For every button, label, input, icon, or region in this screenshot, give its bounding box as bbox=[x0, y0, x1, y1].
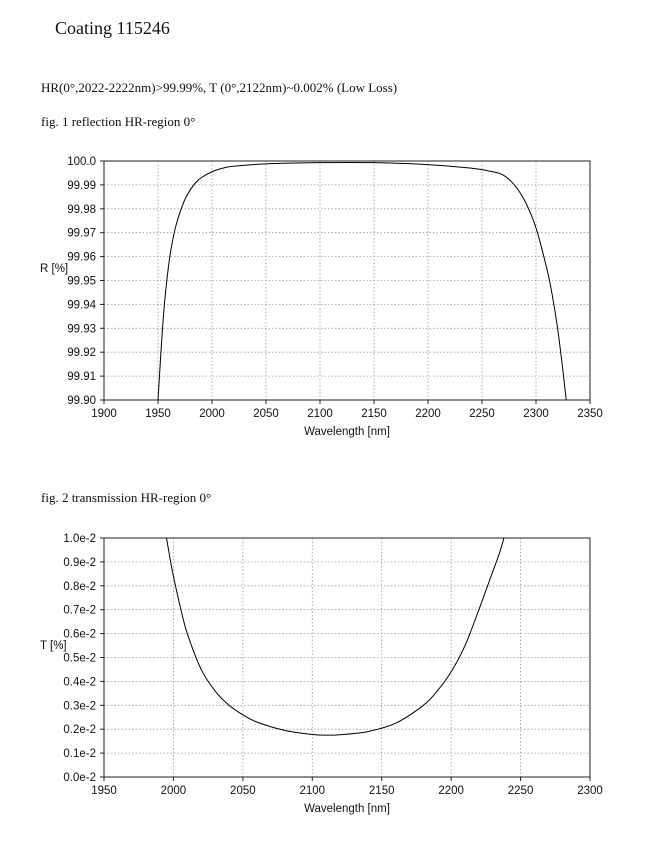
y-tick-label: 1.0e-2 bbox=[63, 533, 96, 545]
x-tick-label: 2150 bbox=[361, 408, 387, 420]
x-tick-label: 2050 bbox=[230, 785, 256, 797]
y-tick-label: 100.0 bbox=[67, 156, 96, 168]
x-tick-label: 2000 bbox=[161, 785, 187, 797]
y-tick-label: 0.7e-2 bbox=[63, 605, 96, 617]
x-tick-label: 2300 bbox=[577, 785, 603, 797]
x-tick-label: 2200 bbox=[415, 408, 441, 420]
coating-spec: HR(0°,2022-2222nm)>99.99%, T (0°,2122nm)… bbox=[41, 80, 398, 95]
y-tick-label: 99.90 bbox=[67, 395, 96, 407]
y-tick-label: 0.8e-2 bbox=[63, 581, 96, 593]
y-tick-label: 0.2e-2 bbox=[63, 724, 96, 736]
figure-1-caption: fig. 1 reflection HR-region 0° bbox=[41, 114, 196, 129]
x-axis-label: Wavelength [nm] bbox=[304, 803, 390, 815]
x-tick-label: 2250 bbox=[508, 785, 534, 797]
y-tick-label: 0.3e-2 bbox=[63, 700, 96, 712]
y-tick-label: 99.93 bbox=[67, 323, 96, 335]
y-tick-label: 0.1e-2 bbox=[63, 748, 96, 760]
y-tick-label: 0.6e-2 bbox=[63, 629, 96, 641]
y-tick-label: 0.9e-2 bbox=[63, 557, 96, 569]
x-tick-label: 2150 bbox=[369, 785, 395, 797]
y-tick-label: 0.4e-2 bbox=[63, 676, 96, 688]
page-title: Coating 115246 bbox=[55, 18, 170, 38]
y-tick-label: 99.98 bbox=[67, 204, 96, 216]
y-tick-label: 99.91 bbox=[67, 371, 96, 383]
y-axis-label: R [%] bbox=[40, 263, 68, 275]
x-tick-label: 2300 bbox=[523, 408, 549, 420]
x-tick-label: 2000 bbox=[199, 408, 225, 420]
y-tick-label: 99.97 bbox=[67, 228, 96, 240]
x-tick-label: 1950 bbox=[91, 785, 117, 797]
figure-2-caption: fig. 2 transmission HR-region 0° bbox=[41, 490, 212, 505]
x-tick-label: 2200 bbox=[438, 785, 464, 797]
x-tick-label: 2250 bbox=[469, 408, 495, 420]
reflection-chart: 1900 1950 2000 2050 2100 2150 2200 2250 2300 2350… bbox=[40, 156, 603, 438]
y-tick-label: 99.92 bbox=[67, 347, 96, 359]
y-tick-label: 99.94 bbox=[67, 299, 96, 311]
y-tick-label: 0.0e-2 bbox=[63, 772, 96, 784]
x-tick-label: 1950 bbox=[145, 408, 171, 420]
series-line bbox=[157, 161, 567, 400]
x-tick-label: 2050 bbox=[253, 408, 279, 420]
y-tick-label: 99.99 bbox=[67, 180, 96, 192]
y-tick-label: 99.96 bbox=[67, 252, 96, 264]
x-tick-label: 2100 bbox=[307, 408, 333, 420]
x-axis-label: Wavelength [nm] bbox=[304, 426, 390, 438]
x-tick-label: 2100 bbox=[299, 785, 325, 797]
y-axis-label: T [%] bbox=[40, 640, 67, 652]
x-tick-label: 1900 bbox=[91, 408, 117, 420]
series-line bbox=[165, 538, 505, 736]
y-tick-label: 0.5e-2 bbox=[63, 653, 96, 665]
x-tick-label: 2350 bbox=[577, 408, 603, 420]
y-tick-label: 99.95 bbox=[67, 276, 96, 288]
